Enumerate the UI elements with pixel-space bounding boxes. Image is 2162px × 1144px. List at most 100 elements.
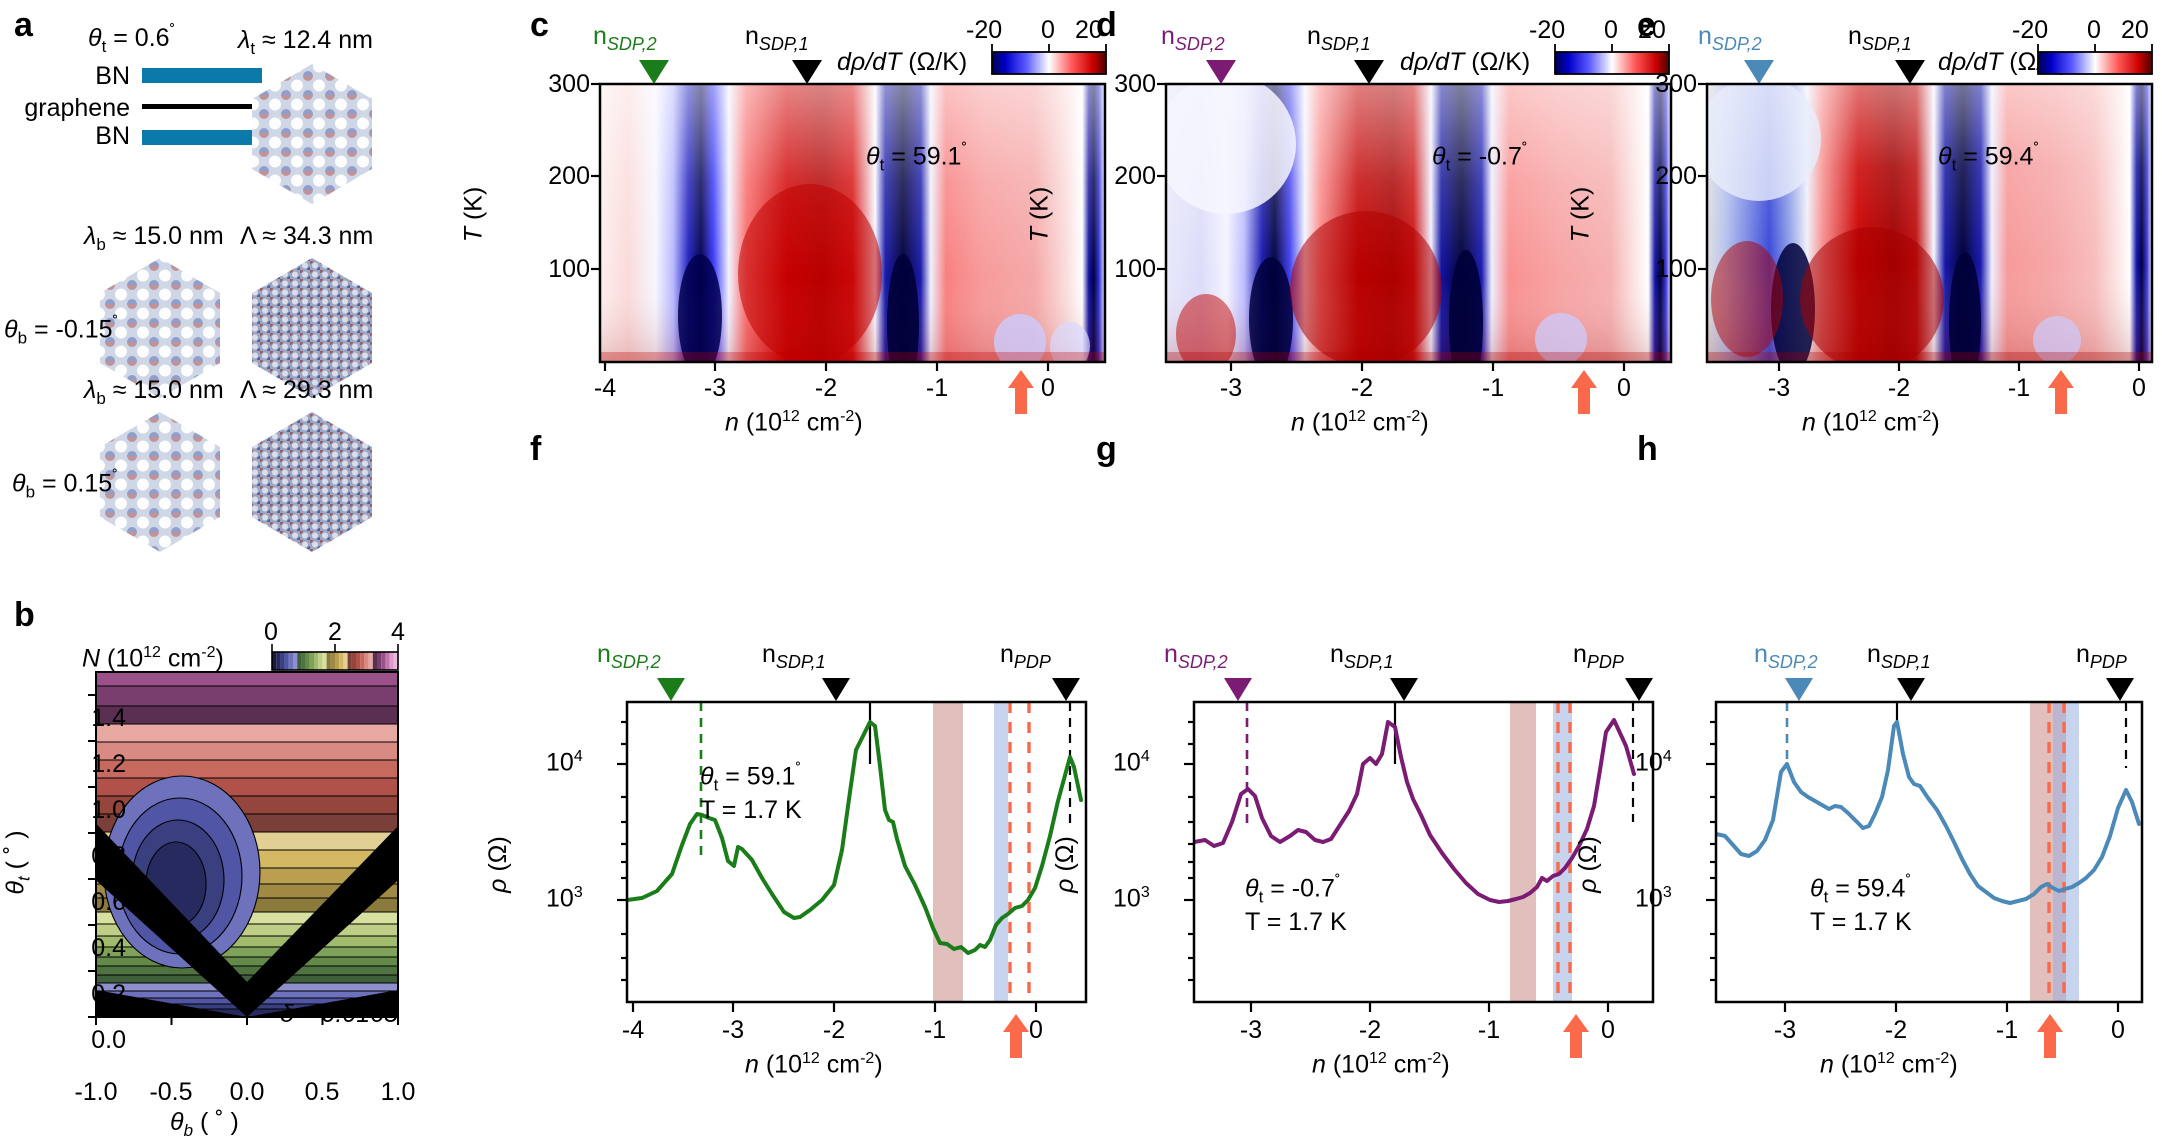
- panel-c-xlabel: n (1012 cm-2): [725, 408, 863, 437]
- panel-c-marker-triangle-sdp2: [639, 60, 669, 84]
- panel-g-marker-triangle-sdp1: [1390, 678, 1418, 701]
- panel-g-marker-label-sdp1: nSDP,1: [1330, 640, 1394, 672]
- panel-b-ytick-4: 0.8: [91, 842, 126, 870]
- panel-h-marker-triangle-pdp: [2106, 678, 2134, 701]
- panel-e-letter: e: [1637, 6, 1656, 44]
- panel-c-marker-label-sdp1: nSDP,1: [745, 22, 809, 54]
- panel-d-ytick-100: 100: [1114, 255, 1156, 283]
- bn-top-bar: [142, 68, 262, 83]
- panel-d-colorbar: [1554, 44, 1670, 75]
- panel-e-xtick-2: -1: [2007, 374, 2031, 402]
- panel-b-cbar-tick-4: 4: [391, 618, 405, 646]
- panel-h-xlabel: n (1012 cm-2): [1820, 1050, 1958, 1079]
- panel-e-xtick-3: 0: [2132, 374, 2146, 402]
- bn-bottom-bar: [142, 130, 262, 145]
- panel-d-cbar-tick-min: -20: [1529, 16, 1566, 44]
- hexagon-lambda-b-row2: [100, 412, 220, 552]
- panel-d-xtick-0: -3: [1219, 374, 1243, 402]
- stack-label-bn-top: BN: [95, 62, 130, 90]
- panel-b-ytick-7: 1.4: [91, 704, 126, 732]
- panel-h-ylabel: ρ (Ω): [1573, 836, 1602, 893]
- panel-b-xtick-4: 1.0: [380, 1078, 416, 1106]
- panel-b-xtick-2: 0.0: [229, 1078, 265, 1106]
- panel-b-delta-annotation: δ ≈ 0.0165: [280, 1000, 398, 1028]
- panel-f-marker-label-sdp1: nSDP,1: [762, 640, 826, 672]
- panel-g-annotation-theta: θt = -0.7˚: [1245, 872, 1341, 907]
- panel-c-heatmap: [591, 82, 1107, 371]
- panel-h-xtick-1: -2: [1884, 1016, 1908, 1044]
- panel-g-marker-label-sdp2: nSDP,2: [1164, 640, 1228, 672]
- panel-e-ytick-300: 300: [1655, 70, 1697, 98]
- panel-e-cbar-tick-mid: 0: [2087, 16, 2101, 44]
- panel-f-marker-label-pdp: nPDP: [1000, 640, 1051, 672]
- panel-e-marker-triangle-sdp1: [1895, 60, 1925, 84]
- panel-d-xtick-3: 0: [1617, 374, 1631, 402]
- panel-f-orange-arrow: [1003, 1014, 1029, 1058]
- panel-e-xlabel: n (1012 cm-2): [1802, 408, 1940, 437]
- panel-c-xtick-0: -4: [593, 374, 617, 402]
- panel-e-annotation: θt = 59.4˚: [1938, 140, 2040, 175]
- panel-a-hexagons: [100, 64, 372, 552]
- panel-h-marker-label-pdp: nPDP: [2076, 640, 2127, 672]
- panel-b-ytick-2: 0.4: [91, 934, 126, 962]
- panel-d-letter: d: [1096, 6, 1117, 44]
- panel-b-ytick-0: 0.0: [91, 1026, 126, 1054]
- panel-d-xtick-2: -1: [1481, 374, 1505, 402]
- panel-f-marker-triangle-sdp2: [657, 678, 685, 701]
- panel-h-orange-arrow: [2037, 1014, 2063, 1058]
- panel-f-line-plot: [617, 700, 1088, 1012]
- caption-lambda-b-row2: λb ≈ 15.0 nm: [84, 376, 224, 408]
- panel-c-colorbar-label: dρ/dT (Ω/K): [837, 48, 968, 76]
- band-blue-h: [2053, 702, 2079, 1002]
- panel-g-xtick-1: -2: [1358, 1016, 1382, 1044]
- panel-h-xtick-0: -3: [1773, 1016, 1797, 1044]
- panel-b-ytick-5: 1.0: [91, 796, 126, 824]
- panel-g-xtick-0: -3: [1239, 1016, 1263, 1044]
- panel-c-cbar-tick-min: -20: [966, 16, 1003, 44]
- panel-c-cbar-tick-mid: 0: [1041, 16, 1055, 44]
- panel-d-annotation: θt = -0.7˚: [1432, 140, 1528, 175]
- panel-g-ytick-1e4: 104: [1113, 748, 1150, 777]
- panel-h-marker-triangle-sdp2: [1785, 678, 1813, 701]
- caption-lambda-b-row1: λb ≈ 15.0 nm: [84, 222, 224, 254]
- panel-f-letter: f: [530, 430, 542, 468]
- hexagon-lambda-t: [252, 64, 372, 204]
- panel-d-cbar-tick-mid: 0: [1604, 16, 1618, 44]
- panel-h-ytick-1e4: 104: [1635, 748, 1672, 777]
- caption-lambda-t: λt ≈ 12.4 nm: [238, 26, 373, 58]
- panel-g-xlabel: n (1012 cm-2): [1312, 1050, 1450, 1079]
- panel-b-xtick-1: -0.5: [149, 1078, 193, 1106]
- panel-h-letter: h: [1637, 430, 1658, 468]
- panel-f-ylabel: ρ (Ω): [483, 836, 512, 893]
- panel-d-cbar-tick-max: 20: [1638, 16, 1666, 44]
- panel-b-ytick-1: 0.2: [91, 980, 126, 1008]
- panel-d-xtick-1: -2: [1350, 374, 1374, 402]
- panel-b-ytick-3: 0.6: [91, 888, 126, 916]
- panel-c-colorbar: [991, 44, 1107, 75]
- panel-d-ytick-200: 200: [1114, 162, 1156, 190]
- panel-f-marker-triangle-pdp: [1052, 678, 1080, 701]
- caption-Lambda-row1: Λ ≈ 34.3 nm: [240, 222, 374, 250]
- band-blue-f: [994, 702, 1008, 1002]
- panel-g-xtick-3: 0: [1601, 1016, 1615, 1044]
- panel-c-cbar-tick-max: 20: [1075, 16, 1103, 44]
- panel-b-xtick-3: 0.5: [304, 1078, 340, 1106]
- stack-label-bn-bottom: BN: [95, 122, 130, 150]
- panel-d-orange-arrow: [1571, 370, 1597, 414]
- panel-e-ylabel: T (K): [1566, 186, 1595, 243]
- panel-b-cbar-tick-0: 0: [264, 618, 278, 646]
- hexagon-Lambda-row1: [252, 258, 372, 398]
- panel-f-marker-label-sdp2: nSDP,2: [597, 640, 661, 672]
- panel-e-marker-label-sdp2: nSDP,2: [1698, 22, 1762, 54]
- stack-label-graphene: graphene: [24, 94, 130, 122]
- panel-d-colorbar-label: dρ/dT (Ω/K): [1400, 48, 1531, 76]
- panel-h-marker-label-sdp2: nSDP,2: [1754, 640, 1818, 672]
- panel-f-ytick-1e3: 103: [546, 884, 583, 913]
- panel-d-heatmap: [1157, 82, 1673, 371]
- panel-d-marker-triangle-sdp1: [1354, 60, 1384, 84]
- panel-h-marker-triangle-sdp1: [1897, 678, 1925, 701]
- band-red-g: [1510, 702, 1536, 1002]
- panel-c-xtick-3: -1: [925, 374, 949, 402]
- panel-c-ytick-200: 200: [548, 162, 590, 190]
- panel-h-line-plot: [1706, 700, 2144, 1012]
